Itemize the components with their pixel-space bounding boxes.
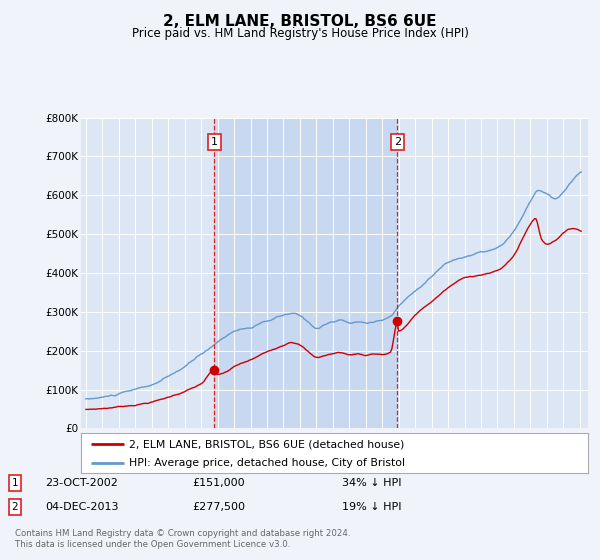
Text: Contains HM Land Registry data © Crown copyright and database right 2024.
This d: Contains HM Land Registry data © Crown c… (15, 529, 350, 549)
Text: 2, ELM LANE, BRISTOL, BS6 6UE (detached house): 2, ELM LANE, BRISTOL, BS6 6UE (detached … (129, 439, 404, 449)
Text: 2, ELM LANE, BRISTOL, BS6 6UE: 2, ELM LANE, BRISTOL, BS6 6UE (163, 14, 437, 29)
Text: Price paid vs. HM Land Registry's House Price Index (HPI): Price paid vs. HM Land Registry's House … (131, 27, 469, 40)
Text: HPI: Average price, detached house, City of Bristol: HPI: Average price, detached house, City… (129, 458, 405, 468)
Text: 2: 2 (11, 502, 19, 512)
Bar (214, 118, 397, 428)
Text: 04-DEC-2013: 04-DEC-2013 (45, 502, 119, 512)
Text: £151,000: £151,000 (192, 478, 245, 488)
Text: 19% ↓ HPI: 19% ↓ HPI (342, 502, 401, 512)
Text: 34% ↓ HPI: 34% ↓ HPI (342, 478, 401, 488)
Text: 1: 1 (11, 478, 19, 488)
Text: 2: 2 (394, 137, 401, 147)
Text: 1: 1 (211, 137, 218, 147)
Text: £277,500: £277,500 (192, 502, 245, 512)
Text: 23-OCT-2002: 23-OCT-2002 (45, 478, 118, 488)
